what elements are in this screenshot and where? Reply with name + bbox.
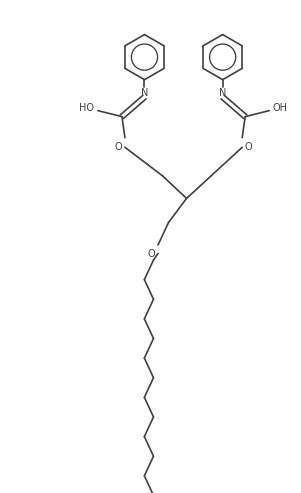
Text: N: N <box>141 88 148 98</box>
Text: N: N <box>219 88 226 98</box>
Text: OH: OH <box>273 103 288 113</box>
Text: O: O <box>114 142 122 152</box>
Text: O: O <box>147 248 155 259</box>
Text: HO: HO <box>79 103 94 113</box>
Text: O: O <box>245 142 253 152</box>
